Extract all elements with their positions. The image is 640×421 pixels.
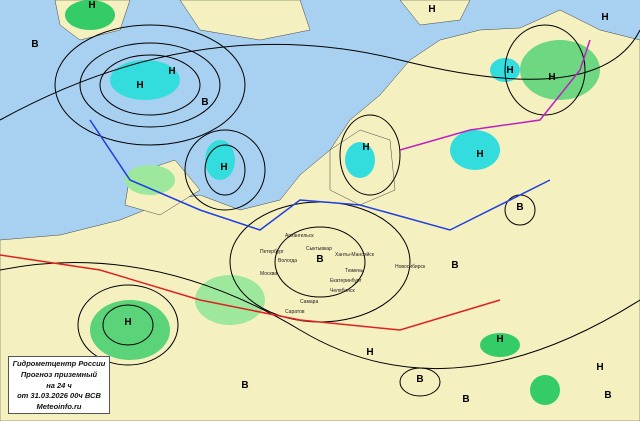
- low-pressure-center: Н: [428, 4, 435, 15]
- high-pressure-center: В: [241, 380, 248, 391]
- city-label: Челябинск: [330, 288, 355, 294]
- city-label: Вологда: [278, 258, 297, 264]
- high-pressure-center: В: [604, 390, 611, 401]
- city-labels: Архангельск Петербург Вологда Москва Сыктывк…: [260, 233, 426, 315]
- low-pressure-center: Н: [496, 334, 503, 345]
- map-legend: Гидрометцентр России Прогноз приземный н…: [8, 356, 110, 414]
- isobars: [0, 24, 640, 397]
- low-pressure-center: Н: [168, 66, 175, 77]
- low-pressure-center: Н: [548, 72, 555, 83]
- low-pressure-center: Н: [596, 362, 603, 373]
- low-pressure-center: Н: [88, 0, 95, 11]
- legend-site[interactable]: Meteoinfo.ru: [36, 402, 82, 412]
- city-label: Петербург: [260, 249, 284, 255]
- occluded-front: [399, 39, 591, 151]
- city-label: Ханты-Мансийск: [335, 251, 375, 258]
- low-pressure-center: Н: [136, 80, 143, 91]
- city-label: Москва: [260, 271, 277, 277]
- high-pressure-center: В: [316, 254, 323, 265]
- high-pressure-center: В: [201, 97, 208, 108]
- city-label: Самара: [300, 299, 318, 305]
- warm-front: [0, 254, 501, 331]
- city-label: Архангельск: [285, 233, 314, 239]
- legend-org: Гидрометцентр России: [12, 359, 106, 368]
- city-label: Саратов: [285, 309, 305, 315]
- legend-title: Прогноз приземный: [20, 369, 98, 379]
- low-pressure-center: Н: [476, 149, 483, 160]
- high-pressure-center: В: [31, 39, 38, 50]
- city-label: Тюмень: [345, 268, 364, 274]
- low-pressure-center: Н: [366, 347, 373, 358]
- legend-lead: на 24 ч: [46, 380, 72, 390]
- cold-front: [89, 119, 551, 231]
- legend-issued: от 31.03.2026 00ч ВСВ: [17, 391, 101, 401]
- city-label: Сыктывкар: [306, 246, 332, 252]
- city-label: Новосибирск: [395, 264, 426, 270]
- low-pressure-center: Н: [506, 65, 513, 76]
- low-pressure-center: Н: [601, 12, 608, 23]
- high-pressure-center: В: [451, 260, 458, 271]
- high-pressure-center: В: [416, 374, 423, 385]
- precipitation-areas: [65, 0, 600, 405]
- low-pressure-center: Н: [124, 317, 131, 328]
- pressure-centers: Н Н Н Н Н Н Н Н Н Н Н Н Н Н В В В В В В В В В: [31, 0, 611, 405]
- high-pressure-center: В: [516, 202, 523, 213]
- low-pressure-center: Н: [220, 162, 227, 173]
- city-label: Екатеринбург: [330, 278, 362, 284]
- low-pressure-center: Н: [362, 142, 369, 153]
- high-pressure-center: В: [462, 394, 469, 405]
